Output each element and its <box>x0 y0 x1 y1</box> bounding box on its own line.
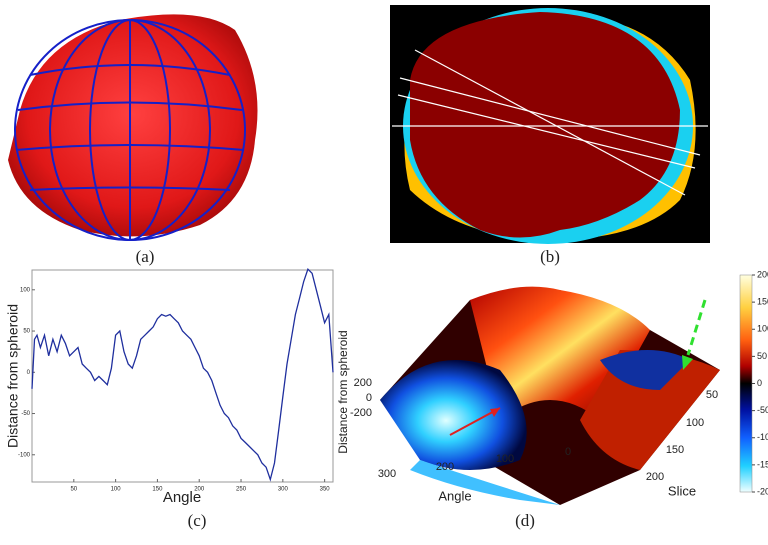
panel-d-surface <box>380 286 720 505</box>
y-axis-label: Distance from spheroid <box>5 304 21 448</box>
colorbar-tick-label: 100 <box>757 324 768 334</box>
z-tick-label: 0 <box>366 392 372 404</box>
colorbar <box>739 274 753 493</box>
x-tick-label: 300 <box>278 487 289 493</box>
panel-a-image <box>8 14 258 241</box>
x-tick-label: 350 <box>320 487 331 493</box>
panel-label: (d) <box>515 511 535 530</box>
colorbar-tick-label: -100 <box>757 432 768 442</box>
colorbar-tick-label: -200 <box>757 486 768 496</box>
panel-label: (b) <box>540 247 560 266</box>
y-tick-label: 100 <box>20 287 31 293</box>
y-tick-label: 150 <box>666 444 684 456</box>
x-axis-label: Angle <box>163 489 201 506</box>
x-tick-label: 150 <box>152 487 163 493</box>
colorbar-tick-label: 150 <box>757 297 768 307</box>
x-tick-label: 50 <box>70 487 77 493</box>
x-tick-label: 100 <box>111 487 122 493</box>
panel-label: (a) <box>136 247 155 266</box>
colorbar-tick-label: 0 <box>757 378 762 388</box>
colorbar-tick-label: 200 <box>757 269 768 279</box>
z-axis-label: Distance from spheroid <box>336 330 350 453</box>
data-line <box>31 268 334 482</box>
x-tick-label: 0 <box>565 446 571 458</box>
y-tick-label: -50 <box>21 411 30 417</box>
y-tick-label: -100 <box>18 452 31 458</box>
y-axis-label: Slice <box>668 483 696 498</box>
x-tick-label: 250 <box>236 487 247 493</box>
z-tick-label: -200 <box>350 407 372 419</box>
x-tick-label: 100 <box>496 453 514 465</box>
x-tick-label: 300 <box>378 468 396 480</box>
colorbar-tick-label: -150 <box>757 459 768 469</box>
x-axis-label: Angle <box>438 488 471 503</box>
y-tick-label: 100 <box>686 417 704 429</box>
panel-label: (c) <box>188 511 207 530</box>
plot-frame <box>31 269 334 483</box>
x-tick-label: 200 <box>194 487 205 493</box>
y-tick-label: 200 <box>646 471 664 483</box>
x-tick-label: 200 <box>436 461 454 473</box>
z-tick-label: 200 <box>354 377 372 389</box>
panel-b-image <box>390 5 710 244</box>
y-tick-label: 0 <box>27 370 31 376</box>
y-tick-label: 50 <box>23 329 30 335</box>
colorbar-tick-label: 50 <box>757 351 767 361</box>
colorbar-tick-label: -50 <box>757 405 768 415</box>
y-tick-label: 50 <box>706 389 718 401</box>
